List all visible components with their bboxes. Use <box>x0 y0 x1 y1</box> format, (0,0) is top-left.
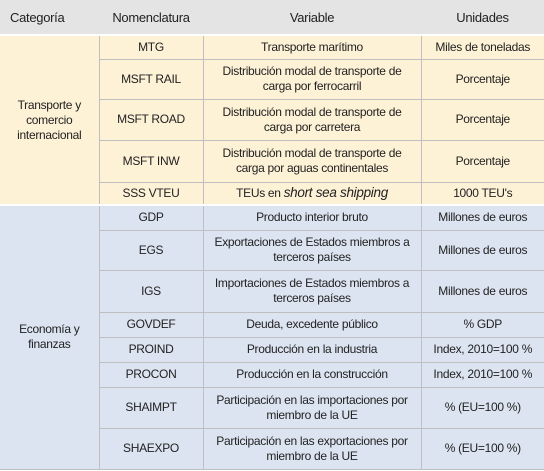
table-row: MSFT INW Distribución modal de transporte… <box>0 139 544 183</box>
code-cell: SSS VTEU <box>98 181 204 206</box>
unit-cell: Millones de euros <box>420 229 544 271</box>
code-cell: PROCON <box>98 361 204 388</box>
variable-text: Distribución modal de transporte de carg… <box>222 104 402 134</box>
variable-text: Participación en las importaciones por m… <box>216 392 408 422</box>
unit-cell: Porcentaje <box>420 139 544 183</box>
header-cell: Unidades <box>421 0 544 36</box>
table-row: IGS Importaciones de Estados miembros a t… <box>0 269 544 313</box>
variable-cell: Producción en la construcción <box>202 361 422 388</box>
category-cell: Economía y finanzas <box>0 204 100 470</box>
variable-cell: Distribución modal de transporte de carg… <box>202 58 422 100</box>
variable-cell: Importaciones de Estados miembros a terc… <box>202 269 422 313</box>
variable-cell: Deuda, excedente público <box>202 311 422 338</box>
unit-cell: Porcentaje <box>420 58 544 100</box>
variable-cell: Producto interior bruto <box>202 204 422 231</box>
table-row: SSS VTEU TEUs en short sea shipping 1000 T… <box>0 181 544 206</box>
variable-text: TEUs en <box>236 186 281 201</box>
variable-text: Deuda, excedente público <box>246 317 378 331</box>
category-cell: Transporte y comercio internacional <box>0 34 100 206</box>
variable-text: Participación en las exportaciones por m… <box>216 433 408 463</box>
table-body: Transporte y comercio internacional MTG Tr… <box>0 34 544 470</box>
variable-cell: Producción en la industria <box>202 336 422 363</box>
table-row: MSFT ROAD Distribución modal de transport… <box>0 98 544 141</box>
unit-cell: Porcentaje <box>420 98 544 141</box>
unit-cell: % (EU=100 %) <box>420 386 544 429</box>
header-row: Categoría Nomenclatura Variable Unidades <box>0 0 544 36</box>
code-cell: GOVDEF <box>98 311 204 338</box>
unit-cell: Miles de toneladas <box>420 34 544 60</box>
table-row: MSFT RAIL Distribución modal de transport… <box>0 58 544 100</box>
table-row: PROIND Producción en la industria Index, 2… <box>0 336 544 363</box>
code-cell: MSFT RAIL <box>98 58 204 100</box>
code-cell: MSFT INW <box>98 139 204 183</box>
variable-text: Producción en la construcción <box>236 367 388 381</box>
variable-text: Producción en la industria <box>246 342 378 356</box>
variable-cell: Distribución modal de transporte de carg… <box>202 139 422 183</box>
unit-cell: Millones de euros <box>420 204 544 231</box>
variable-cell: Transporte marítimo <box>202 34 422 60</box>
code-cell: EGS <box>98 229 204 271</box>
code-cell: GDP <box>98 204 204 231</box>
unit-cell: 1000 TEU's <box>420 181 544 206</box>
variable-text: Exportaciones de Estados miembros a terc… <box>214 235 410 264</box>
header-cell: Categoría <box>0 0 99 36</box>
header-cell: Nomenclatura <box>99 0 203 36</box>
unit-cell: Index, 2010=100 % <box>420 336 544 363</box>
variable-cell: Participación en las importaciones por m… <box>202 386 422 429</box>
unit-cell: Millones de euros <box>420 269 544 313</box>
variable-emphasis: short sea shipping <box>283 185 388 201</box>
unit-cell: % GDP <box>420 311 544 338</box>
variable-text: Distribución modal de transporte de carg… <box>222 64 402 93</box>
table-row: SHAIMPT Participación en las importacione… <box>0 386 544 429</box>
variable-text: Importaciones de Estados miembros a terc… <box>214 276 410 305</box>
code-cell: MTG <box>98 34 204 60</box>
header-cell: Variable <box>203 0 421 36</box>
unit-cell: Index, 2010=100 % <box>420 361 544 388</box>
code-cell: IGS <box>98 269 204 313</box>
variable-cell: Distribución modal de transporte de carg… <box>202 98 422 141</box>
code-cell: SHAEXPO <box>98 427 204 470</box>
variable-text: Producto interior bruto <box>256 210 368 225</box>
code-cell: MSFT ROAD <box>98 98 204 141</box>
table-row: SHAEXPO Participación en las exportacione… <box>0 427 544 470</box>
table-row: Economía y finanzas GDP Producto interior … <box>0 204 544 470</box>
table-row: PROCON Producción en la construcción Index… <box>0 361 544 388</box>
table-row: Transporte y comercio internacional MTG Tr… <box>0 34 544 206</box>
variable-cell: Exportaciones de Estados miembros a terc… <box>202 229 422 271</box>
variable-text: Transporte marítimo <box>261 39 363 54</box>
code-cell: PROIND <box>98 336 204 363</box>
code-cell: SHAIMPT <box>98 386 204 429</box>
variable-cell: Participación en las exportaciones por m… <box>202 427 422 470</box>
variable-cell: TEUs en short sea shipping <box>202 181 422 206</box>
variable-text: Distribución modal de transporte de carg… <box>222 146 402 175</box>
unit-cell: % (EU=100 %) <box>420 427 544 470</box>
